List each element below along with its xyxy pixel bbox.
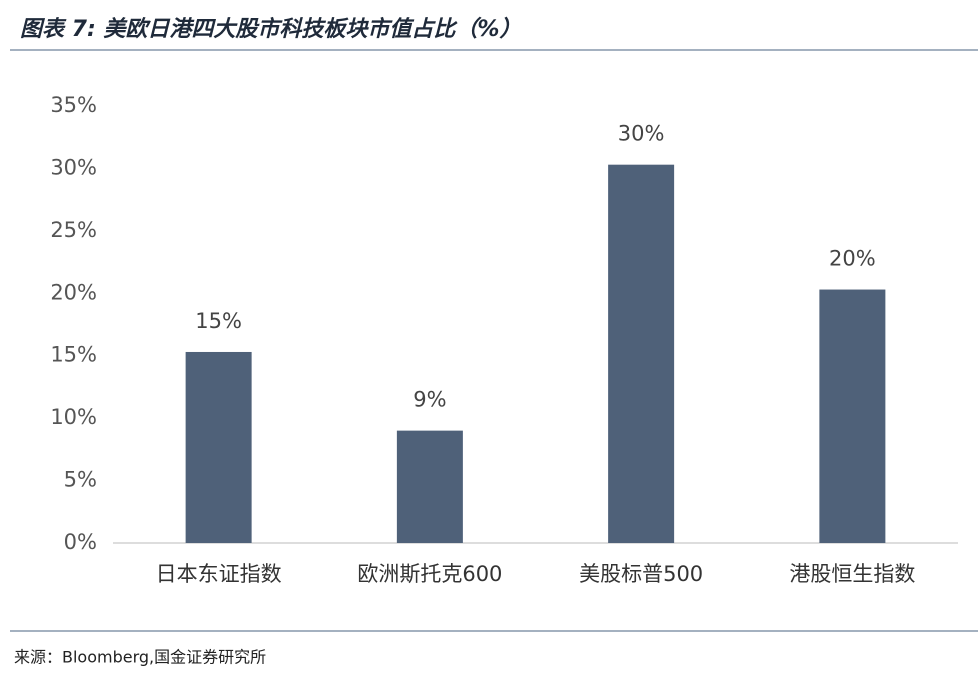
x-tick-label: 美股标普500 [579,562,703,586]
y-tick-label: 20% [50,280,97,304]
y-tick-label: 10% [50,405,97,429]
data-label: 15% [195,309,242,333]
bar [185,351,252,543]
y-tick-label: 35% [50,93,97,117]
x-tick-label: 港股恒生指数 [789,562,915,586]
bar [819,289,886,543]
y-tick-label: 0% [64,530,97,554]
y-tick-label: 5% [64,468,97,492]
chart-title: 图表 7: 美欧日港四大股市科技板块市值占比（%） [20,16,521,42]
y-tick-label: 25% [50,218,97,242]
data-label: 20% [829,247,876,271]
y-tick-label: 15% [50,343,97,367]
data-label: 9% [413,388,446,412]
data-label: 30% [618,122,665,146]
bar [396,430,463,543]
x-tick-label: 日本东证指数 [156,562,282,586]
x-tick-label: 欧洲斯托克600 [357,562,502,586]
source-note: 来源：Bloomberg,国金证券研究所 [14,648,266,667]
y-tick-label: 30% [50,155,97,179]
bar [608,164,675,543]
